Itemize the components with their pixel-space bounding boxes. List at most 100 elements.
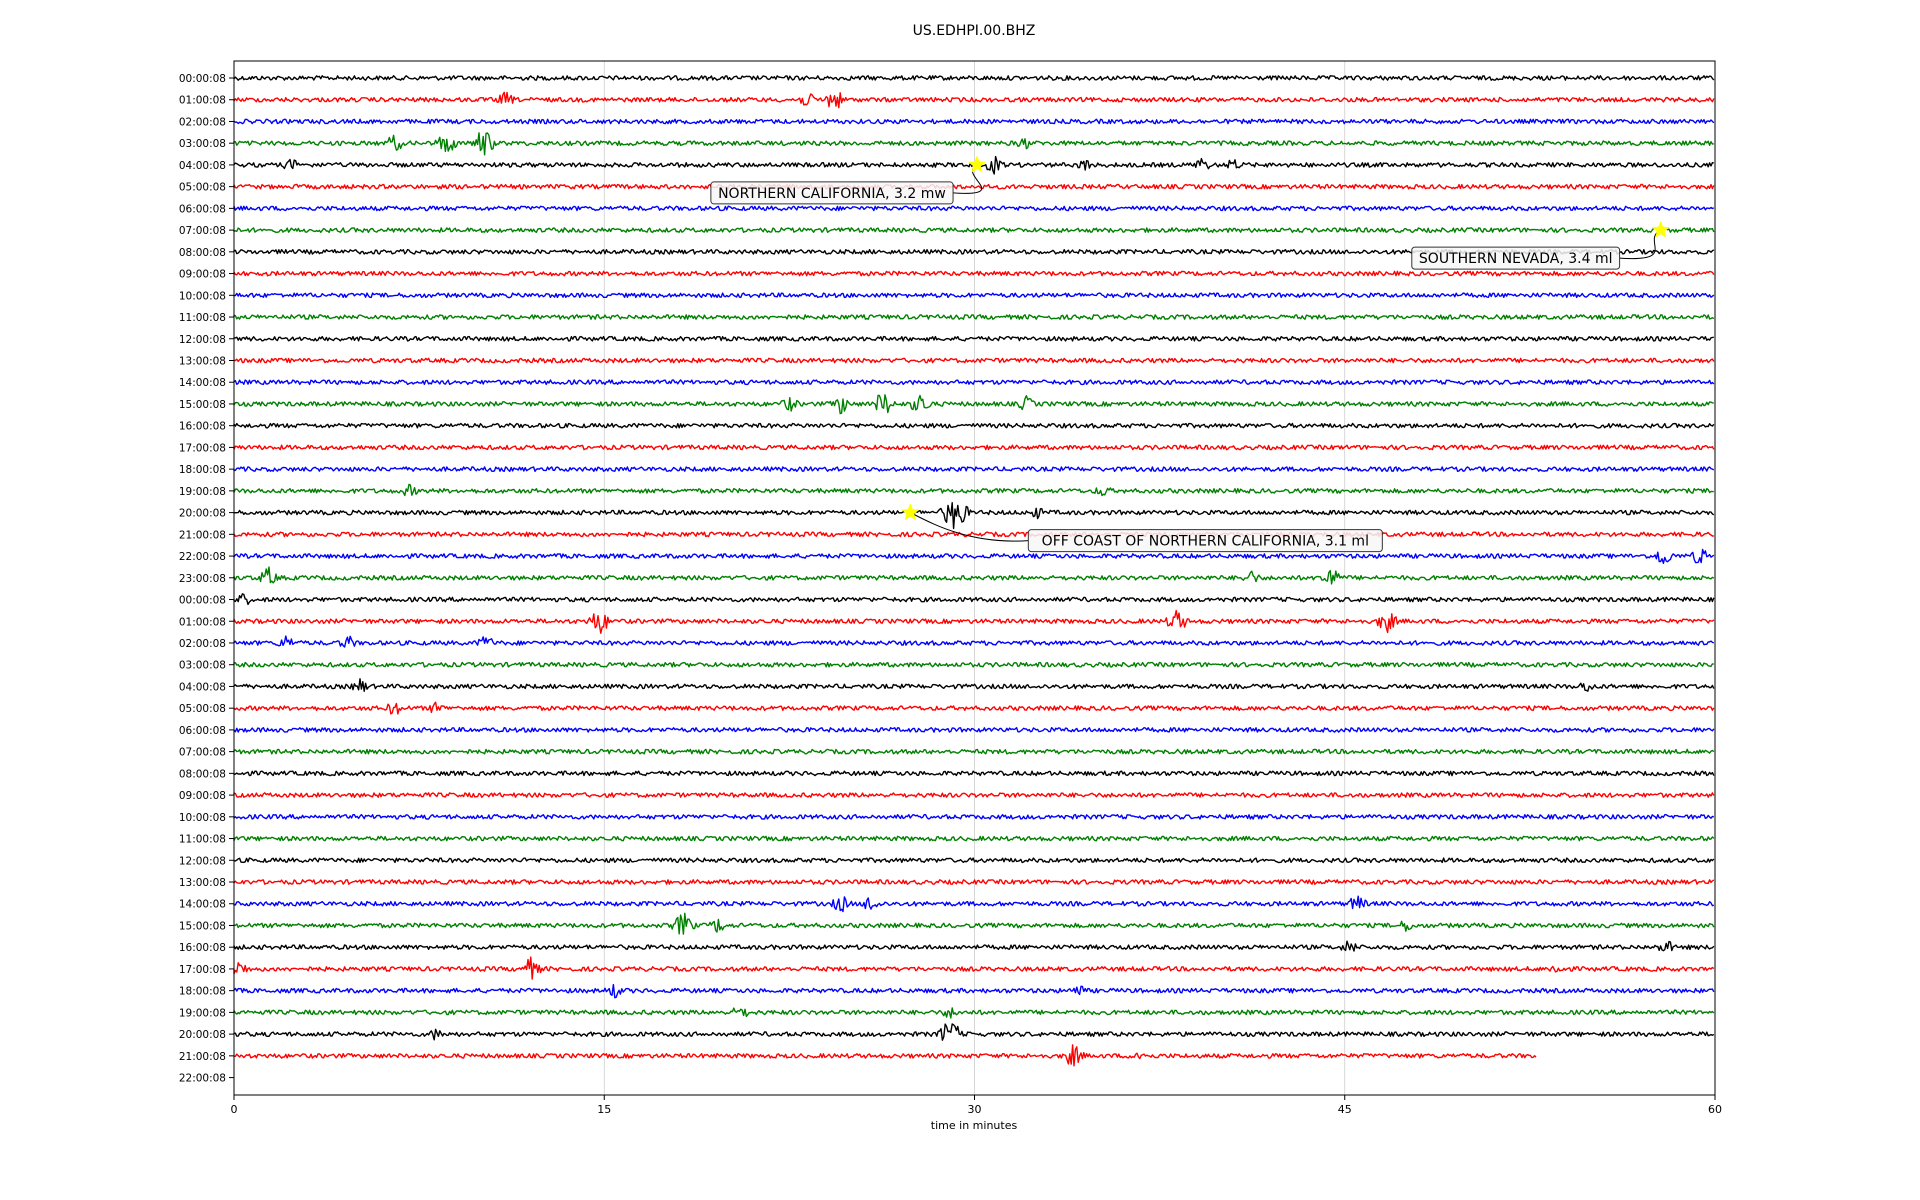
y-tick-label-37: 13:00:08 [179, 877, 226, 889]
event-leader-1 [1619, 229, 1661, 260]
y-tick-label-38: 14:00:08 [179, 899, 226, 911]
y-tick-label-23: 23:00:08 [179, 573, 226, 585]
trace-row-1 [233, 91, 1715, 109]
event-label-2: OFF COAST OF NORTHERN CALIFORNIA, 3.1 ml [1042, 534, 1369, 550]
event-star-1 [1651, 220, 1670, 238]
y-tick-label-2: 02:00:08 [179, 116, 226, 128]
y-tick-label-26: 02:00:08 [179, 638, 226, 650]
trace-row-18 [233, 466, 1715, 472]
y-tick-label-44: 20:00:08 [179, 1029, 226, 1041]
y-tick-label-0: 00:00:08 [179, 73, 226, 85]
y-tick-label-27: 03:00:08 [179, 660, 226, 672]
y-tick-labels: 00:00:08 01:00:08 02:00:08 03:00:08 04:00:08… [179, 73, 234, 1085]
trace-row-13 [233, 357, 1715, 364]
trace-row-28 [233, 678, 1715, 692]
x-tick-label-1: 15 [597, 1103, 611, 1116]
event-star-2 [901, 502, 920, 521]
chart-title: US.EDHPI.00.BHZ [913, 23, 1036, 39]
event-star-0 [967, 155, 987, 173]
y-tick-label-10: 10:00:08 [179, 290, 226, 302]
trace-row-16 [233, 422, 1715, 429]
y-tick-label-36: 12:00:08 [179, 855, 226, 867]
trace-row-34 [233, 813, 1714, 820]
y-tick-label-41: 17:00:08 [179, 964, 226, 976]
y-tick-label-1: 01:00:08 [179, 95, 226, 107]
trace-row-10 [233, 292, 1715, 299]
trace-row-40 [233, 940, 1715, 952]
event-label-box-1 [1411, 246, 1621, 270]
y-tick-label-13: 13:00:08 [179, 355, 226, 367]
y-tick-label-34: 10:00:08 [179, 812, 226, 824]
trace-row-43 [233, 1007, 1715, 1019]
event-label-1: SOUTHERN NEVADA, 3.4 ml [1419, 251, 1613, 267]
trace-row-23 [233, 566, 1715, 585]
y-tick-label-5: 05:00:08 [179, 182, 226, 194]
y-tick-label-9: 09:00:08 [179, 269, 226, 281]
y-tick-label-3: 03:00:08 [179, 138, 226, 150]
y-tick-label-43: 19:00:08 [179, 1007, 226, 1019]
trace-row-32 [233, 770, 1715, 777]
event-annotations: NORTHERN CALIFORNIA, 3.2 mw SOUTHERN NEVA… [710, 155, 1670, 553]
y-tick-label-40: 16:00:08 [179, 942, 226, 954]
y-tick-label-11: 11:00:08 [179, 312, 226, 324]
trace-row-3 [233, 132, 1714, 156]
trace-row-24 [233, 593, 1715, 606]
trace-row-0 [233, 75, 1715, 81]
trace-row-38 [233, 895, 1715, 913]
trace-row-29 [233, 701, 1715, 715]
trace-row-2 [233, 118, 1715, 125]
y-tick-label-28: 04:00:08 [179, 681, 226, 693]
trace-row-37 [233, 879, 1715, 885]
x-tick-label-3: 45 [1338, 1103, 1352, 1116]
y-tick-label-19: 19:00:08 [179, 486, 226, 498]
trace-row-6 [233, 205, 1715, 212]
trace-row-33 [233, 792, 1715, 798]
trace-row-9 [233, 270, 1715, 277]
x-axis-label: time in minutes [931, 1119, 1018, 1132]
trace-row-30 [233, 727, 1715, 733]
x-tick-label-2: 30 [968, 1103, 982, 1116]
y-tick-label-15: 15:00:08 [179, 399, 226, 411]
y-tick-label-33: 09:00:08 [179, 790, 226, 802]
y-tick-label-46: 22:00:08 [179, 1073, 226, 1085]
trace-row-35 [233, 835, 1715, 842]
x-tick-label-0: 0 [231, 1103, 238, 1116]
trace-row-42 [233, 983, 1715, 999]
trace-row-5 [233, 183, 1715, 190]
trace-row-17 [233, 444, 1715, 451]
trace-row-44 [233, 1023, 1715, 1041]
y-tick-label-6: 06:00:08 [179, 203, 226, 215]
y-tick-label-31: 07:00:08 [179, 747, 226, 759]
y-tick-label-45: 21:00:08 [179, 1051, 226, 1063]
trace-row-27 [233, 661, 1714, 668]
trace-row-19 [233, 483, 1714, 497]
y-tick-label-29: 05:00:08 [179, 703, 226, 715]
y-tick-label-14: 14:00:08 [179, 377, 226, 389]
trace-row-12 [233, 335, 1714, 342]
y-tick-label-8: 08:00:08 [179, 247, 226, 259]
trace-row-15 [233, 394, 1714, 415]
trace-row-25 [233, 609, 1715, 634]
y-tick-label-32: 08:00:08 [179, 768, 226, 780]
y-tick-label-24: 00:00:08 [179, 595, 226, 607]
trace-row-14 [233, 379, 1715, 386]
trace-row-7 [233, 227, 1715, 233]
event-leader-2 [910, 512, 1029, 542]
y-tick-label-22: 22:00:08 [179, 551, 226, 563]
x-tick-labels: 0 15 30 45 60 [231, 1095, 1722, 1116]
y-tick-label-30: 06:00:08 [179, 725, 226, 737]
trace-row-36 [233, 857, 1715, 864]
event-label-box-0 [710, 181, 954, 205]
y-tick-label-12: 12:00:08 [179, 334, 226, 346]
event-annotation-0: NORTHERN CALIFORNIA, 3.2 mw [710, 155, 987, 205]
y-tick-label-4: 04:00:08 [179, 160, 226, 172]
event-label-box-2 [1027, 529, 1383, 553]
trace-row-22 [233, 548, 1715, 564]
trace-row-20 [233, 502, 1715, 530]
trace-series [233, 75, 1715, 1067]
trace-row-21 [233, 531, 1714, 538]
trace-row-26 [233, 635, 1715, 648]
event-annotation-1: SOUTHERN NEVADA, 3.4 ml [1411, 220, 1670, 270]
event-label-0: NORTHERN CALIFORNIA, 3.2 mw [718, 186, 946, 202]
